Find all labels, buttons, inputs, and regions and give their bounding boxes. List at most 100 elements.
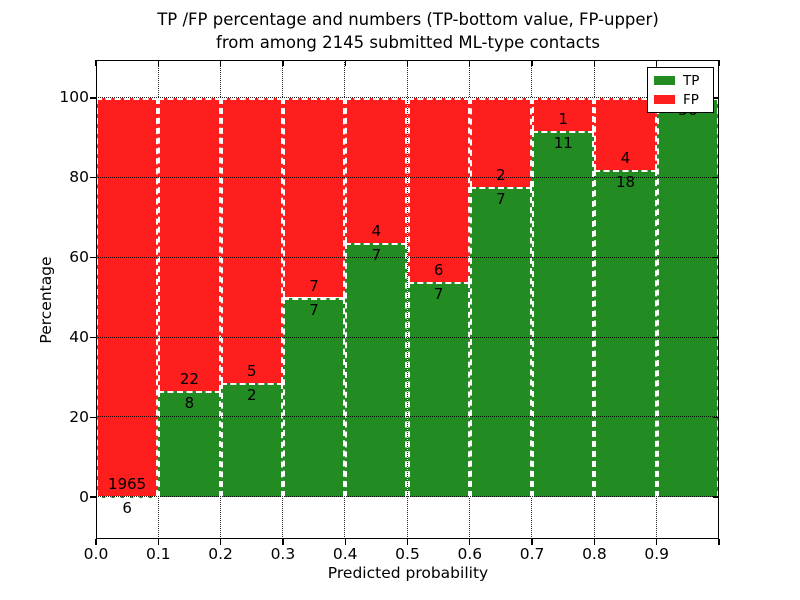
bar-segment-tp (158, 390, 221, 498)
bar-segment-fp (220, 97, 283, 384)
legend-label-fp: FP (683, 91, 699, 108)
x-tick-top (282, 60, 284, 66)
bar-count-label-fp: 4 (371, 222, 382, 241)
bar-count-label-tp: 8 (184, 393, 195, 412)
bar-count-label-tp: 6 (122, 498, 132, 517)
x-tick-label: 0.4 (332, 545, 358, 563)
bar-count-label-tp: 7 (309, 300, 319, 319)
bar-segment-fp (158, 97, 221, 391)
h-gridline (96, 416, 719, 418)
bar-segment-tp (532, 131, 595, 498)
bar-segment-fp (345, 97, 408, 244)
y-tick-right (713, 336, 719, 339)
x-tick-label: 0.1 (145, 545, 171, 563)
x-tick-top (219, 60, 222, 66)
x-tick-label: 0.5 (395, 545, 420, 563)
y-tick-label: 100 (59, 88, 89, 107)
bar-count-label-fp: 1965 (108, 474, 147, 493)
chart-title-line-2: from among 2145 submitted ML-type contac… (216, 33, 600, 52)
chart-title-line-1: TP /FP percentage and numbers (TP-bottom… (157, 10, 659, 29)
x-tick-label: 0.7 (519, 545, 545, 563)
y-tick (90, 177, 96, 179)
bar-count-label-fp: 22 (179, 369, 199, 388)
bar-count-label-fp: 6 (433, 261, 444, 280)
x-tick (406, 539, 409, 545)
x-tick (282, 539, 284, 545)
bar-segment-fp (407, 97, 470, 283)
y-tick-right (713, 97, 719, 99)
h-gridline (96, 97, 719, 99)
x-tick (656, 539, 658, 545)
y-tick (90, 336, 96, 339)
y-tick (90, 256, 96, 259)
bar-count-label-fp: 1 (558, 110, 569, 129)
x-tick (219, 539, 222, 545)
y-tick (90, 416, 96, 418)
legend-swatch-fp (654, 95, 675, 104)
legend: TP FP (647, 67, 714, 113)
bar-count-label-fp: 7 (309, 276, 319, 295)
x-tick-top (656, 60, 658, 66)
x-tick-label: 0.3 (270, 545, 296, 563)
bar-segment-fp (282, 97, 346, 298)
y-tick-label: 60 (69, 248, 89, 267)
legend-item-tp: TP (654, 74, 707, 88)
h-gridline (96, 336, 719, 338)
chart-title: TP /FP percentage and numbers (TP-bottom… (157, 8, 659, 54)
h-gridline (96, 176, 719, 178)
bar-segment-tp (282, 297, 346, 498)
bar-segment-tp (594, 170, 657, 498)
bar-segment-fp (594, 97, 657, 171)
bar-count-label-tp: 11 (553, 134, 573, 153)
legend-swatch-tp (654, 76, 675, 85)
x-tick (469, 539, 471, 545)
y-tick-right (713, 177, 719, 179)
bar-segment-tp (407, 282, 470, 498)
bar-count-label-tp: 7 (433, 285, 444, 304)
x-tick (344, 539, 346, 545)
bar-segment-fp (96, 97, 159, 496)
y-tick-label: 40 (69, 327, 89, 346)
x-axis-label: Predicted probability (327, 564, 489, 582)
bar-segment-fp (469, 97, 533, 187)
x-tick (718, 539, 720, 545)
h-gridline (96, 496, 719, 498)
y-tick (90, 97, 96, 99)
x-tick-top (95, 60, 97, 66)
bar-count-label-tp: 7 (371, 246, 382, 265)
x-tick (95, 539, 97, 545)
bar-count-label-tp: 18 (616, 173, 636, 192)
legend-label-tp: TP (683, 72, 700, 89)
bar-count-label-fp: 4 (620, 149, 631, 168)
bar-segment-tp (469, 186, 533, 498)
x-tick-top (718, 60, 720, 66)
x-tick-label: 0.0 (83, 545, 109, 563)
bar-count-label-fp: 2 (496, 165, 506, 184)
bar-count-label-tp: 7 (496, 189, 506, 208)
bar-count-label-tp: 2 (246, 386, 257, 405)
x-tick-top (157, 60, 159, 66)
y-tick-right (713, 416, 719, 418)
h-gridline (96, 256, 719, 258)
x-tick (593, 539, 596, 545)
y-tick (90, 496, 96, 498)
y-tick-right (713, 256, 719, 259)
x-tick-top (406, 60, 409, 66)
bar-segment-tp (656, 97, 719, 498)
legend-item-fp: FP (654, 93, 707, 107)
x-tick-top (531, 60, 533, 66)
y-tick-label: 80 (69, 168, 89, 187)
y-tick-label: 20 (69, 407, 89, 426)
x-tick-label: 0.9 (644, 545, 670, 563)
bar-segment-fp (532, 97, 595, 132)
x-tick-top (469, 60, 471, 66)
bar-segment-tp (220, 383, 283, 498)
x-tick-label: 0.6 (457, 545, 483, 563)
x-tick (157, 539, 159, 545)
bar-segment-tp (345, 243, 408, 498)
x-tick-top (593, 60, 596, 66)
x-tick-label: 0.2 (208, 545, 233, 563)
bar-count-label-fp: 5 (246, 362, 257, 381)
y-tick-label: 0 (79, 487, 89, 506)
x-tick-label: 0.8 (582, 545, 607, 563)
